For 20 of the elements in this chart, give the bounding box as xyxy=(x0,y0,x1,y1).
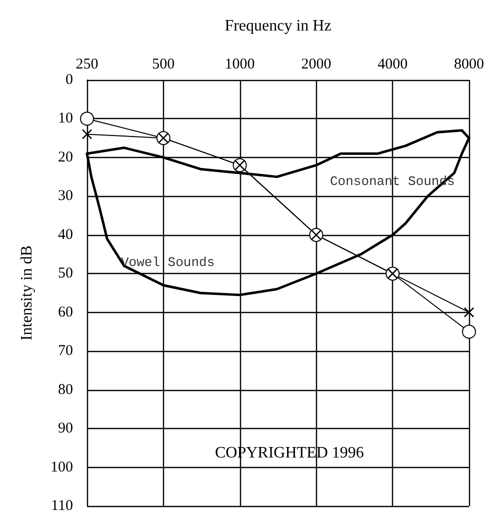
y-tick-label: 0 xyxy=(66,72,73,88)
x-tick-label: 500 xyxy=(152,56,175,72)
y-tick-label: 30 xyxy=(58,188,73,204)
y-tick-label: 110 xyxy=(51,498,73,514)
x-tick-label: 4000 xyxy=(378,56,408,72)
y-axis-title: Intensity in dB xyxy=(18,245,36,341)
y-tick-label: 70 xyxy=(58,343,73,360)
x-tick-label: 1000 xyxy=(224,56,255,72)
y-tick-label: 10 xyxy=(58,110,73,127)
y-tick-label: 60 xyxy=(58,304,73,320)
y-tick-label: 40 xyxy=(58,226,73,243)
x-tick-label: 250 xyxy=(76,56,98,72)
x-axis-title: Frequency in Hz xyxy=(224,18,332,34)
y-tick-label: 80 xyxy=(58,382,73,398)
x-tick-label: 8000 xyxy=(454,56,484,72)
y-tick-label: 50 xyxy=(58,266,73,282)
y-tick-label: 100 xyxy=(50,459,73,476)
y-tick-label: 90 xyxy=(58,420,73,437)
x-tick-label: 2000 xyxy=(301,56,332,72)
y-tick-label: 20 xyxy=(58,149,73,166)
